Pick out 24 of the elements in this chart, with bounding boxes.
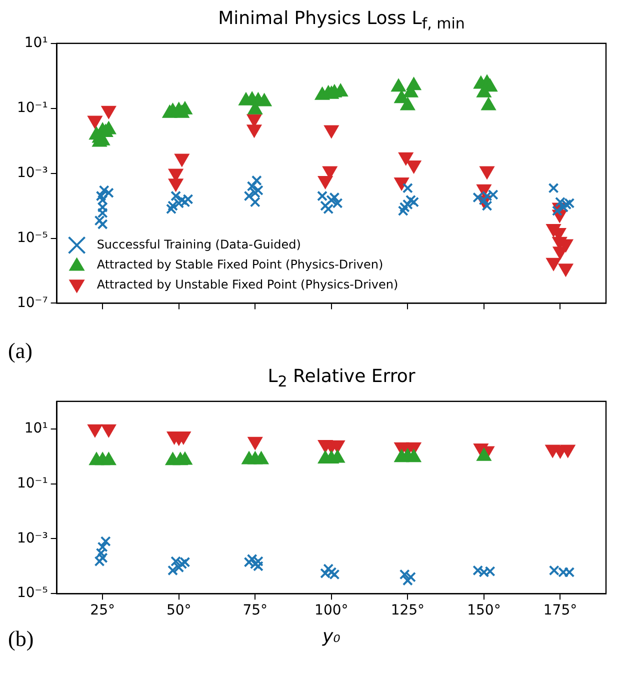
y-tick-label: 10⁻¹	[16, 475, 48, 492]
legend-label: Successful Training (Data-Guided)	[96, 237, 301, 252]
text: (a)	[8, 338, 32, 364]
y-tick-label: 10⁻⁵	[16, 230, 48, 246]
x-tick-label: 150°	[467, 602, 501, 619]
chart-title: Minimal Physics Loss L$_{f, min}$	[217, 8, 466, 33]
x-tick-label: 75°	[242, 602, 268, 619]
x-tick-label: 125°	[390, 602, 425, 619]
text: (b)	[8, 626, 34, 652]
y-tick-label: 10⁻¹	[16, 100, 48, 116]
x-axis-title: y₀	[321, 626, 340, 647]
y-tick-label: 10⁻⁵	[16, 585, 48, 602]
y-tick-label: 10¹	[24, 35, 48, 52]
x-tick-label: 100°	[314, 602, 348, 619]
y-tick-label: 10¹	[24, 420, 48, 436]
x-tick-label: 50°	[166, 602, 192, 619]
legend-label: Attracted by Stable Fixed Point (Physics-Driven)	[96, 257, 384, 272]
chart-title: L$_{2}$ Relative Error	[266, 366, 416, 391]
legend-label: Attracted by Unstable Fixed Point (Physics-Driven)	[96, 277, 398, 292]
y-tick-label: 10⁻⁷	[16, 294, 48, 311]
y-tick-label: 10⁻³	[16, 530, 48, 546]
x-tick-label: 25°	[90, 602, 115, 619]
y-tick-label: 10⁻³	[16, 164, 48, 181]
x-tick-label: 175°	[543, 602, 578, 619]
